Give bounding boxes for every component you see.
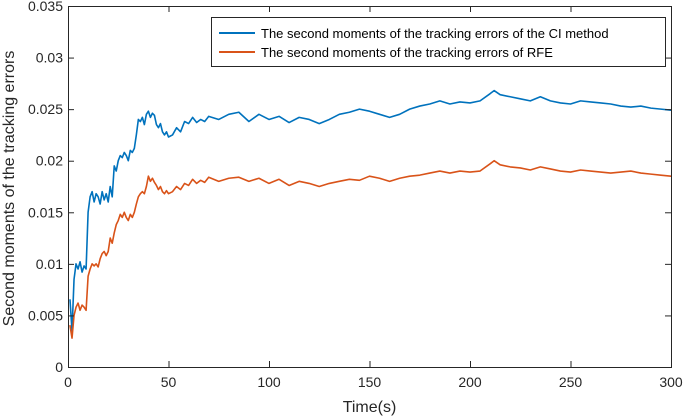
y-tick-label: 0.01 — [36, 256, 63, 272]
y-axis-ticks: 0 0.005 0.01 0.015 0.02 0.025 0.03 0.035 — [28, 0, 671, 375]
x-tick-label: 100 — [257, 374, 281, 390]
legend: The second moments of the tracking error… — [211, 17, 666, 67]
y-tick-label: 0.035 — [28, 0, 63, 14]
y-tick-label: 0.02 — [36, 153, 63, 169]
y-tick-label: 0.015 — [28, 204, 63, 220]
x-axis-label: Time(s) — [343, 399, 397, 416]
legend-label-ci-method: The second moments of the tracking error… — [261, 26, 609, 41]
y-tick-label: 0.03 — [36, 50, 63, 66]
x-tick-label: 200 — [458, 374, 482, 390]
legend-label-rfe: The second moments of the tracking error… — [261, 45, 553, 60]
series-line-ci-method — [69, 89, 672, 332]
x-tick-label: 0 — [64, 374, 72, 390]
x-tick-label: 150 — [358, 374, 382, 390]
y-axis-label: Second moments of the tracking errors — [1, 51, 18, 327]
series-line-rfe — [69, 159, 672, 339]
y-tick-label: 0.025 — [28, 101, 63, 117]
x-axis-ticks: 0 50 100 150 200 250 300 — [64, 6, 683, 390]
series-layer — [69, 89, 672, 339]
x-tick-label: 300 — [659, 374, 683, 390]
y-tick-label: 0 — [55, 359, 63, 375]
x-tick-label: 250 — [559, 374, 583, 390]
legend-box — [211, 17, 666, 67]
x-tick-label: 50 — [161, 374, 177, 390]
y-tick-label: 0.005 — [28, 307, 63, 323]
